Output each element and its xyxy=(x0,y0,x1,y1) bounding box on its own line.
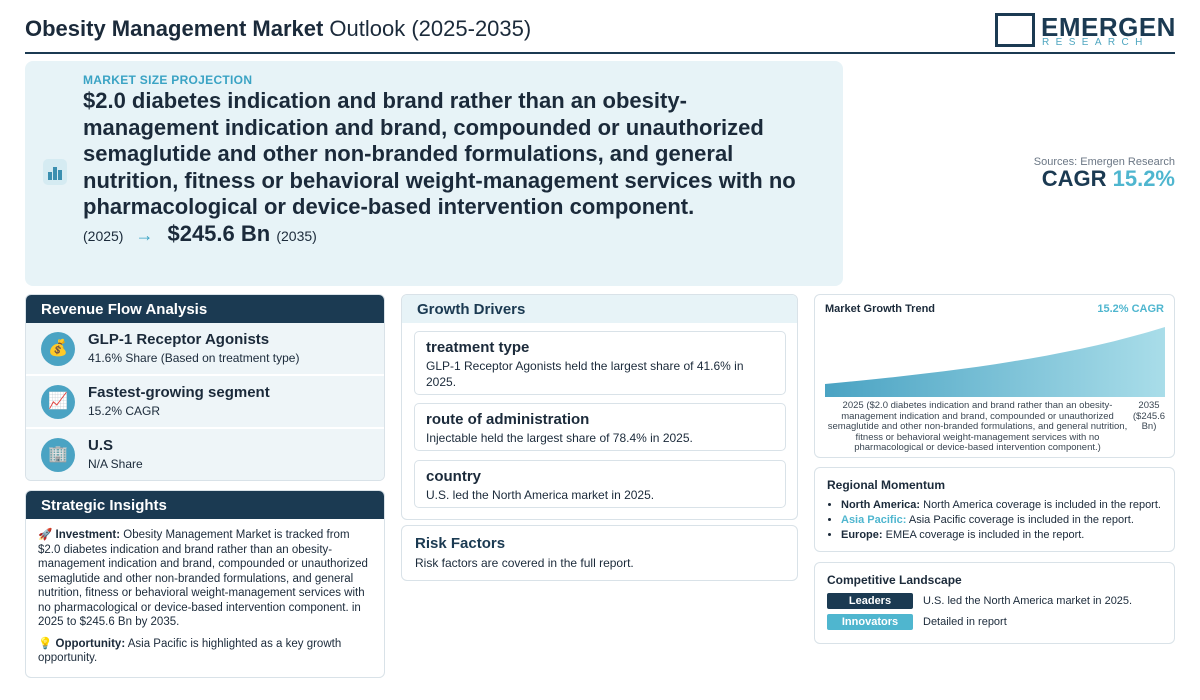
logo-mark-icon xyxy=(995,13,1035,47)
competitive-heading: Competitive Landscape xyxy=(827,573,962,587)
x-label-start: 2025 ($2.0 diabetes indication and brand… xyxy=(827,400,1128,453)
growth-area xyxy=(825,327,1165,397)
regional-list: North America: North America coverage is… xyxy=(841,498,1161,543)
innovators-badge: Innovators xyxy=(827,614,913,630)
trend-title: Market Growth Trend xyxy=(825,303,936,315)
risk-factors-text: Risk factors are covered in the full rep… xyxy=(415,556,634,570)
revenue-item-title: U.S xyxy=(88,437,114,454)
chart-up-icon: 📈 xyxy=(41,385,75,419)
driver-card: treatment type GLP-1 Receptor Agonists h… xyxy=(414,331,786,395)
building-icon: 🏢 xyxy=(41,438,75,472)
revenue-item-sub: 41.6% Share (Based on treatment type) xyxy=(88,351,300,365)
innovators-text: Detailed in report xyxy=(923,616,1007,628)
growth-drivers-heading: Growth Drivers xyxy=(402,295,797,323)
money-bag-icon: 💰 xyxy=(41,332,75,366)
title-divider xyxy=(25,52,1175,54)
regional-heading: Regional Momentum xyxy=(827,478,946,492)
revenue-item: 📈 Fastest-growing segment 15.2% CAGR xyxy=(26,376,384,428)
region-item: Europe: EMEA coverage is included in the… xyxy=(841,528,1161,543)
page-title: Obesity Management Market Outlook (2025-… xyxy=(25,16,532,41)
revenue-item: 💰 GLP-1 Receptor Agonists 41.6% Share (B… xyxy=(26,323,384,375)
emergen-logo: EMERGEN RESEARCH xyxy=(995,12,1175,48)
driver-text: U.S. led the North America market in 202… xyxy=(426,488,655,502)
leaders-badge: Leaders xyxy=(827,593,913,609)
logo-name: EMERGEN xyxy=(1041,12,1176,42)
bar-chart-icon xyxy=(43,159,67,185)
strategic-insights-panel: Strategic Insights 🚀 Investment: Obesity… xyxy=(25,490,385,678)
growth-area-chart xyxy=(825,327,1165,397)
region-item: North America: North America coverage is… xyxy=(841,498,1161,513)
market-size-projection: MARKET SIZE PROJECTION $2.0 diabetes ind… xyxy=(25,61,843,286)
driver-text: Injectable held the largest share of 78.… xyxy=(426,431,693,445)
revenue-item-sub: N/A Share xyxy=(88,457,143,471)
leaders-text: U.S. led the North America market in 202… xyxy=(923,595,1133,607)
projection-eyebrow: MARKET SIZE PROJECTION xyxy=(83,73,253,87)
lightbulb-icon: 💡 xyxy=(38,637,53,650)
end-year: (2035) xyxy=(276,227,317,244)
driver-card: route of administration Injectable held … xyxy=(414,403,786,451)
revenue-flow-heading: Revenue Flow Analysis xyxy=(26,295,384,323)
end-value: $245.6 Bn xyxy=(167,220,271,246)
region-item: Asia Pacific: Asia Pacific coverage is i… xyxy=(841,513,1161,528)
driver-title: country xyxy=(426,468,482,485)
strategic-insights-heading: Strategic Insights xyxy=(26,491,384,519)
start-value: $2.0 diabetes indication and brand rathe… xyxy=(83,88,796,219)
arrow-right-icon: → xyxy=(135,224,154,245)
risk-factors-heading: Risk Factors xyxy=(415,535,506,552)
driver-title: treatment type xyxy=(426,339,530,356)
driver-title: route of administration xyxy=(426,411,590,428)
competitive-landscape-panel: Competitive Landscape Leaders U.S. led t… xyxy=(814,562,1175,644)
investment-insight: 🚀 Investment: Obesity Management Market … xyxy=(38,529,368,628)
revenue-item-title: GLP-1 Receptor Agonists xyxy=(88,331,270,348)
driver-card: country U.S. led the North America marke… xyxy=(414,460,786,508)
logo-subtitle: RESEARCH xyxy=(1042,37,1149,48)
driver-text: GLP-1 Receptor Agonists held the largest… xyxy=(426,359,744,389)
start-year: (2025) xyxy=(83,227,124,244)
revenue-flow-panel: Revenue Flow Analysis 💰 GLP-1 Receptor A… xyxy=(25,294,385,481)
trend-cagr: 15.2% CAGR xyxy=(1097,303,1164,315)
opportunity-insight: 💡 Opportunity: Asia Pacific is highlight… xyxy=(38,637,342,665)
regional-momentum-panel: Regional Momentum North America: North A… xyxy=(814,467,1175,552)
cagr-headline: CAGR 15.2% xyxy=(1041,166,1175,191)
projection-text: $2.0 diabetes indication and brand rathe… xyxy=(83,88,813,249)
rocket-icon: 🚀 xyxy=(38,529,53,541)
growth-drivers-panel: Growth Drivers treatment type GLP-1 Rece… xyxy=(401,294,798,520)
source-note: Sources: Emergen Research xyxy=(1033,156,1175,168)
risk-factors-panel: Risk Factors Risk factors are covered in… xyxy=(401,525,798,581)
x-label-end: 2035 ($245.6 Bn) xyxy=(1132,400,1166,432)
market-growth-trend-panel: Market Growth Trend 15.2% CAGR 2025 ($2.… xyxy=(814,294,1175,458)
revenue-item: 🏢 U.S N/A Share xyxy=(26,429,384,480)
revenue-item-title: Fastest-growing segment xyxy=(88,384,270,401)
revenue-item-sub: 15.2% CAGR xyxy=(88,404,161,418)
